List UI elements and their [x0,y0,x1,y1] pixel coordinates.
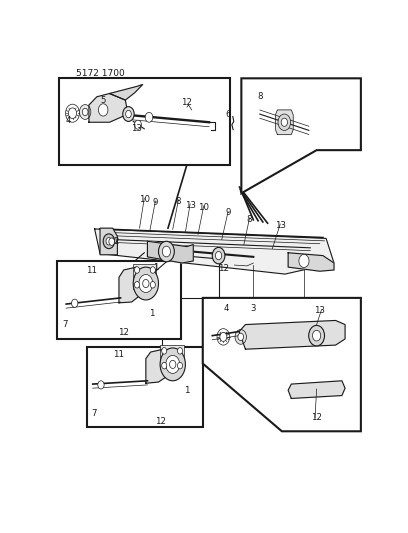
Circle shape [109,238,115,245]
Text: 12: 12 [155,416,166,425]
Circle shape [313,330,321,341]
Circle shape [82,108,88,116]
Circle shape [160,348,185,381]
Text: 12: 12 [311,413,322,422]
Circle shape [103,234,115,248]
Text: 12: 12 [182,99,193,108]
Bar [59,78,230,165]
Text: 13: 13 [131,124,142,133]
Circle shape [98,104,108,116]
Circle shape [177,348,182,354]
Text: 6: 6 [225,110,231,119]
Text: 9: 9 [225,208,231,217]
Circle shape [106,238,112,245]
Circle shape [133,267,158,300]
Circle shape [158,241,174,262]
Text: 13: 13 [185,200,195,209]
Text: 2: 2 [114,237,119,246]
Polygon shape [288,381,345,399]
Circle shape [220,333,227,342]
Text: 12: 12 [118,328,129,337]
Text: 1: 1 [153,263,158,272]
Polygon shape [203,298,361,431]
Circle shape [135,266,140,273]
Circle shape [71,299,78,308]
Text: 4: 4 [223,304,228,313]
Polygon shape [288,253,334,271]
Circle shape [69,108,77,118]
Text: 1: 1 [184,386,190,395]
Circle shape [235,329,246,344]
Circle shape [170,360,176,368]
Circle shape [215,252,222,260]
Circle shape [80,104,91,119]
Polygon shape [275,110,293,134]
Text: 7: 7 [91,409,96,418]
Circle shape [150,266,155,273]
Circle shape [166,356,180,374]
Circle shape [281,118,288,126]
Text: 8: 8 [247,215,252,224]
Text: 4: 4 [66,116,71,125]
Text: 1: 1 [149,309,155,318]
Circle shape [145,112,153,122]
Circle shape [66,104,80,122]
Text: 5: 5 [100,95,106,104]
Polygon shape [146,349,173,383]
Circle shape [123,107,134,122]
Text: 10: 10 [139,195,150,204]
Circle shape [278,114,290,131]
Text: 11: 11 [86,266,97,276]
Circle shape [162,246,171,257]
Circle shape [238,333,244,341]
Polygon shape [242,78,361,193]
Text: 12: 12 [218,264,229,273]
Polygon shape [95,229,334,274]
Text: 10: 10 [198,203,209,212]
Circle shape [98,381,104,389]
Polygon shape [239,320,345,349]
Circle shape [309,325,324,346]
Text: 13: 13 [275,221,286,230]
Text: 8: 8 [257,92,262,101]
Circle shape [126,110,131,118]
Circle shape [162,348,167,354]
Polygon shape [147,241,193,263]
Circle shape [135,120,142,129]
Circle shape [217,329,230,345]
Text: 11: 11 [113,350,124,359]
Text: 5172 1700: 5172 1700 [76,69,125,78]
Polygon shape [119,267,146,303]
Polygon shape [109,84,143,100]
Text: 3: 3 [251,304,256,313]
Circle shape [162,362,167,369]
Text: 13: 13 [314,306,325,314]
Bar [57,261,181,339]
Circle shape [299,254,309,268]
Bar [87,347,203,427]
Circle shape [150,281,155,288]
Circle shape [212,247,225,264]
Bar [133,264,156,289]
Circle shape [139,274,153,293]
Text: 7: 7 [62,320,68,329]
Text: 8: 8 [176,197,181,206]
Circle shape [143,279,149,288]
Text: 9: 9 [153,198,158,207]
Polygon shape [100,228,118,255]
Circle shape [177,362,182,369]
Circle shape [135,281,140,288]
Bar [160,345,184,369]
Polygon shape [89,93,127,122]
